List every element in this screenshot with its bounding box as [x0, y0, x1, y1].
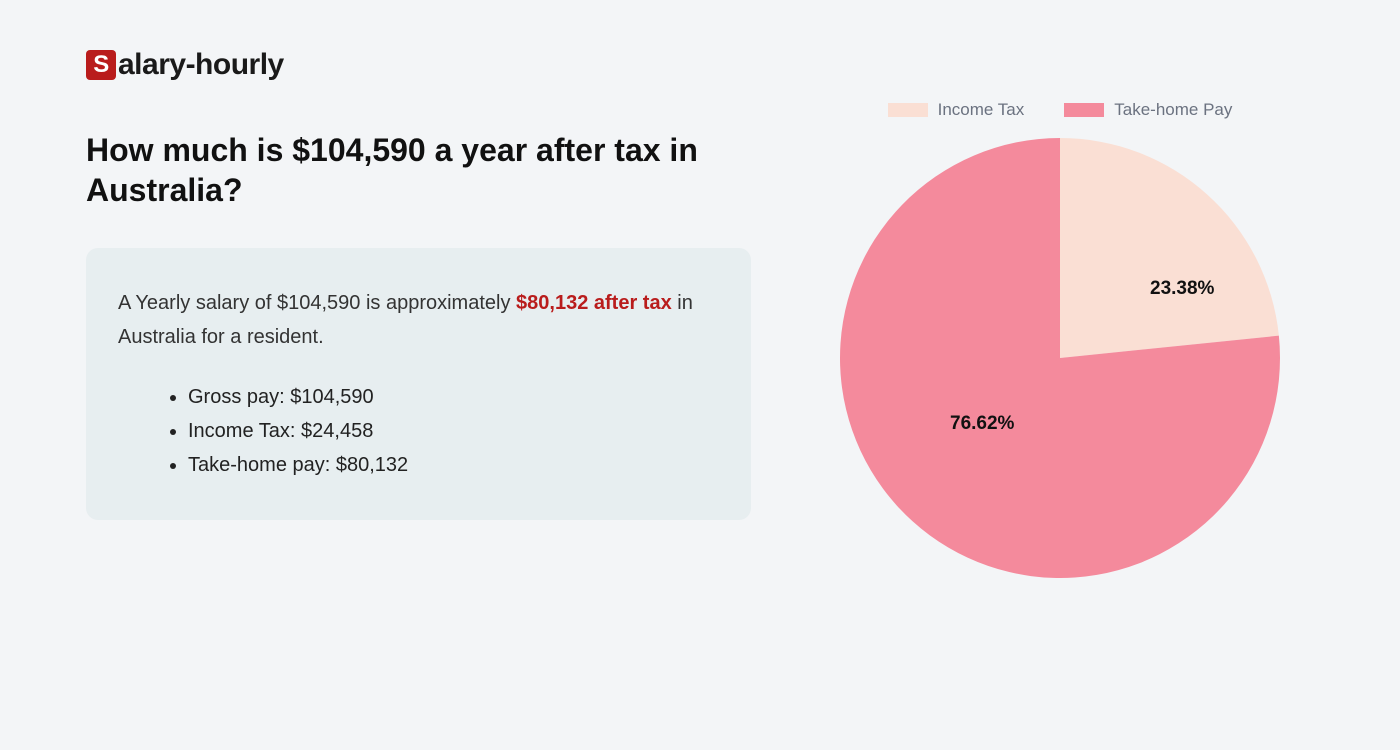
pie-slice-label: 76.62% — [950, 413, 1014, 435]
summary-prefix: A Yearly salary of $104,590 is approxima… — [118, 292, 516, 314]
legend-item-take-home: Take-home Pay — [1064, 100, 1232, 120]
left-column: How much is $104,590 a year after tax in… — [86, 130, 751, 520]
chart-legend: Income Tax Take-home Pay — [820, 100, 1300, 120]
logo-text: alary-hourly — [118, 48, 284, 82]
legend-swatch — [1064, 103, 1104, 117]
legend-label: Take-home Pay — [1114, 100, 1232, 120]
list-item: Income Tax: $24,458 — [188, 414, 719, 448]
list-item: Take-home pay: $80,132 — [188, 448, 719, 482]
legend-swatch — [888, 103, 928, 117]
logo-badge: S — [86, 50, 116, 80]
pie-svg — [840, 138, 1280, 578]
pie-chart: 23.38% 76.62% — [840, 138, 1280, 578]
details-list: Gross pay: $104,590 Income Tax: $24,458 … — [118, 380, 719, 482]
summary-card: A Yearly salary of $104,590 is approxima… — [86, 248, 751, 520]
list-item: Gross pay: $104,590 — [188, 380, 719, 414]
summary-text: A Yearly salary of $104,590 is approxima… — [118, 286, 719, 354]
page-title: How much is $104,590 a year after tax in… — [86, 130, 751, 210]
pie-chart-area: Income Tax Take-home Pay 23.38% 76.62% — [820, 100, 1300, 578]
site-logo: Salary-hourly — [86, 48, 284, 82]
summary-highlight: $80,132 after tax — [516, 292, 672, 314]
legend-label: Income Tax — [938, 100, 1025, 120]
legend-item-income-tax: Income Tax — [888, 100, 1025, 120]
pie-slice-label: 23.38% — [1150, 278, 1214, 300]
